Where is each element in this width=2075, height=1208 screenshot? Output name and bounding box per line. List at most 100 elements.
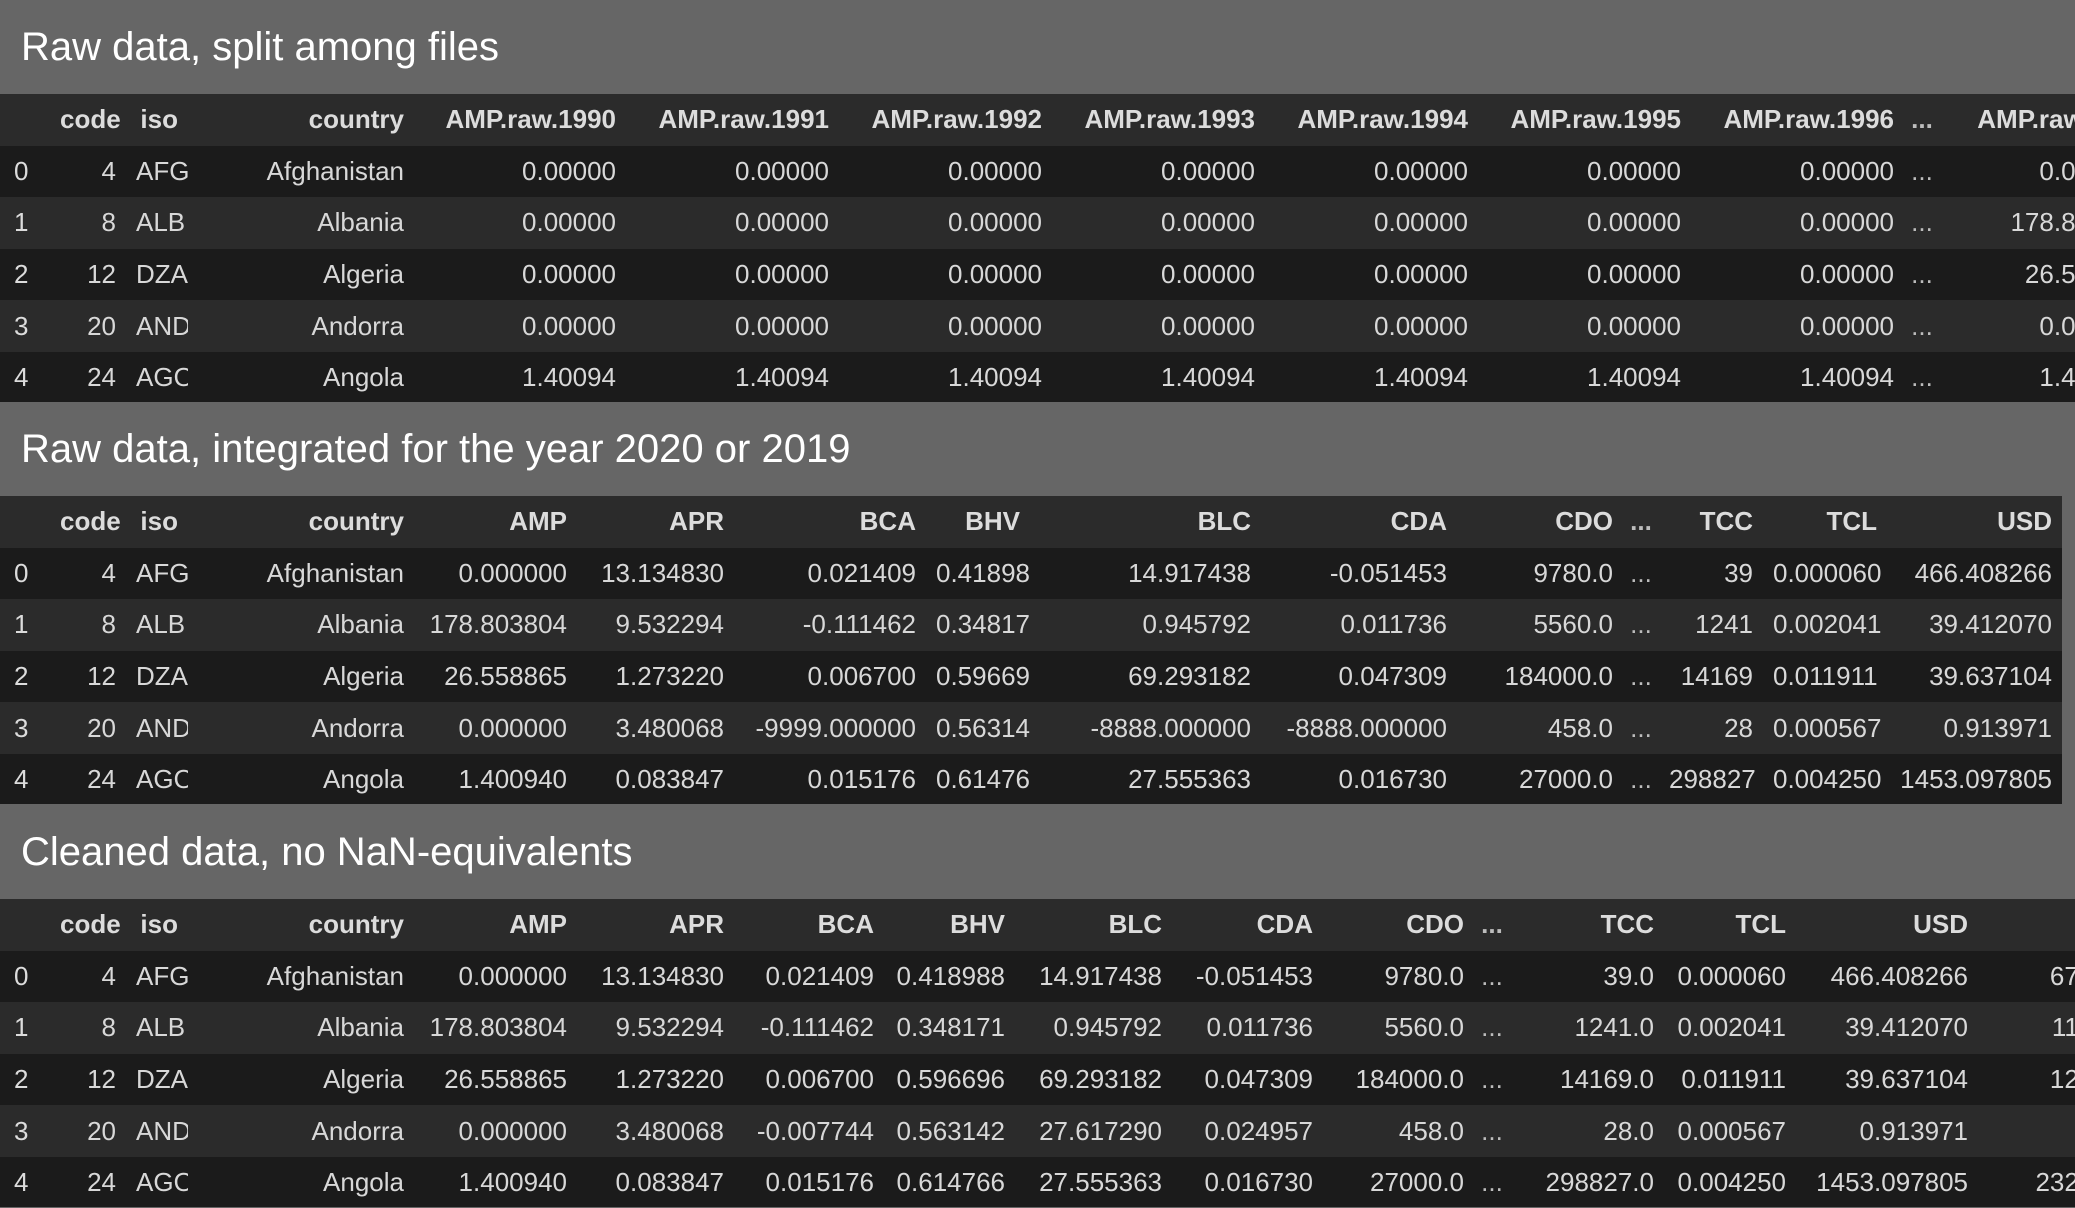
table-cell: 9.532294 — [577, 1002, 734, 1054]
table-cell: 674.4 — [1978, 950, 2075, 1003]
table-cell: ... — [1474, 1002, 1510, 1054]
table-cell: 184000.0 — [1323, 1053, 1474, 1106]
table-row: 3 20 AND Andorra 0.000000 3.480068 -0.007744 0.… — [0, 1105, 2075, 1157]
table-cell: 2329.1 — [1978, 1156, 2075, 1207]
table-cell: 20 — [50, 1105, 126, 1157]
table-cell: Andorra — [188, 702, 414, 754]
table-cell: Algeria — [188, 650, 414, 703]
table-cell: 0.006700 — [734, 1053, 884, 1106]
table-cell: 1.40094 — [626, 351, 839, 402]
table-cell: 0.614766 — [926, 753, 1030, 804]
table-cell: 116.0 — [1978, 1002, 2075, 1054]
column-header: iso — [126, 94, 188, 146]
table-cell: Afghanistan — [188, 145, 414, 198]
table-cell: 0.000000 — [414, 950, 577, 1003]
table-cell: 458.0 — [1323, 1105, 1474, 1157]
table-cell: 0.00000 — [1052, 248, 1265, 301]
section-title: Raw data, integrated for the year 2020 o… — [0, 402, 2075, 496]
table-cell: 26.558865 — [414, 1053, 577, 1106]
table-cell: 4 — [50, 950, 126, 1003]
table-cell: ... — [1904, 145, 1940, 198]
table-cell: ... — [1904, 197, 1940, 249]
row-index: 4 — [0, 351, 50, 402]
table-cell: 1.400940 — [414, 753, 577, 804]
table-cell: -0.111462 — [734, 1002, 884, 1054]
table-cell: 466.408266 — [1887, 547, 2062, 600]
table-cell: 28 — [1659, 702, 1763, 754]
table-cell: Angola — [188, 351, 414, 402]
row-index: 0 — [0, 950, 50, 1003]
table-cell: AGO — [126, 1156, 188, 1207]
table-cell: 0.00000 — [414, 197, 626, 249]
header-row: code iso country AMP APR BCA BHV BLC CDA CDO... TC… — [0, 496, 2062, 548]
table-cell: 0.015176 — [734, 1156, 884, 1207]
table-row: 1 8 ALB Albania 178.803804 9.532294 -0.111462 0… — [0, 1002, 2075, 1054]
table-cell: 178.80 — [1940, 197, 2075, 249]
header-row: code iso country AMP APR BCA BHV BLC CDA CDO... TC… — [0, 899, 2075, 951]
table-cell: 0.00000 — [414, 145, 626, 198]
table-cell: 0.000567 — [1763, 702, 1887, 754]
table-cell: 0.004250 — [1664, 1156, 1796, 1207]
table-cell: ... — [1474, 1105, 1510, 1157]
dataframe-table: code iso country AMP APR BCA BHV BLC CDA CDO... TC… — [0, 899, 2075, 1207]
table-cell: 0.596696 — [884, 1053, 1015, 1106]
table-cell: ... — [1623, 650, 1659, 703]
table-cell: 20 — [50, 702, 126, 754]
table-cell: DZA — [126, 248, 188, 301]
table-cell: 0.614766 — [884, 1156, 1015, 1207]
table-cell: 0.00000 — [1478, 300, 1691, 352]
index-header — [0, 94, 50, 146]
table-cell: 298827 — [1659, 753, 1763, 804]
column-header: APR — [577, 496, 734, 548]
table-cell: 0.348171 — [926, 599, 1030, 651]
table-cell: 0.021409 — [734, 950, 884, 1003]
table-cell: 27.617290 — [1015, 1105, 1172, 1157]
table-cell: 27.555363 — [1030, 753, 1261, 804]
table-cell: 1453.097805 — [1796, 1156, 1978, 1207]
table-cell: 5560.0 — [1323, 1002, 1474, 1054]
table-cell: 0.00000 — [839, 300, 1052, 352]
table-cell: 466.408266 — [1796, 950, 1978, 1003]
table-cell: 0.000567 — [1664, 1105, 1796, 1157]
table-cell: 13.134830 — [577, 950, 734, 1003]
table-row: 0 4 AFG Afghanistan 0.000000 13.134830 0.02140… — [0, 950, 2075, 1003]
dataframe-scroll-area[interactable]: code iso country AMP.raw.1990 AMP.raw.1991 AM… — [0, 94, 2075, 402]
dataframe-scroll-area[interactable]: code iso country AMP APR BCA BHV BLC CDA CDO... TC… — [0, 899, 2075, 1207]
table-cell: 1.40094 — [1691, 351, 1904, 402]
table-cell: 178.803804 — [414, 599, 577, 651]
table-cell: 0.021409 — [734, 547, 926, 600]
table-cell: 4 — [50, 547, 126, 600]
table-row: 3 20 AND Andorra 0.00000 0.00000 0.00000 0.0000… — [0, 300, 2075, 352]
table-cell: 0.563142 — [884, 1105, 1015, 1157]
column-header: USD — [1796, 899, 1978, 951]
table-cell: 1.273220 — [577, 650, 734, 703]
table-cell: Afghanistan — [188, 950, 414, 1003]
column-header: TCL — [1664, 899, 1796, 951]
table-cell: 0.00000 — [626, 197, 839, 249]
table-row: 1 8 ALB Albania 0.00000 0.00000 0.00000 0.00000… — [0, 197, 2075, 249]
dataframe-table: code iso country AMP APR BCA BHV BLC CDA CDO... TC… — [0, 496, 2062, 804]
table-cell: 27000.0 — [1457, 753, 1623, 804]
column-header: country — [188, 94, 414, 146]
table-cell: 1.273220 — [577, 1053, 734, 1106]
dataframe-scroll-area[interactable]: code iso country AMP APR BCA BHV BLC CDA CDO... TC… — [0, 496, 2075, 804]
table-cell: 0.011911 — [1664, 1053, 1796, 1106]
column-header: AMP.raw.1992 — [839, 94, 1052, 146]
table-cell: 0.024957 — [1172, 1105, 1323, 1157]
row-index: 3 — [0, 300, 50, 352]
table-cell: ... — [1623, 702, 1659, 754]
table-cell: 14.917438 — [1030, 547, 1261, 600]
table-cell: 8 — [50, 599, 126, 651]
column-header: ... — [1623, 496, 1659, 548]
table-cell: 0.00000 — [1478, 248, 1691, 301]
table-row: 3 20 AND Andorra 0.000000 3.480068 -9999.00000… — [0, 702, 2062, 754]
table-cell: Afghanistan — [188, 547, 414, 600]
column-header: BCA — [734, 899, 884, 951]
table-row: 0 4 AFG Afghanistan 0.00000 0.00000 0.00000 0.0… — [0, 145, 2075, 198]
table-cell: 0.00000 — [626, 145, 839, 198]
dataframe-section-cleaned: Cleaned data, no NaN-equivalents code iso… — [0, 805, 2075, 1208]
table-cell: -0.007744 — [734, 1105, 884, 1157]
table-cell: 13.134830 — [577, 547, 734, 600]
table-cell: ... — [1623, 547, 1659, 600]
table-cell: 4 — [50, 145, 126, 198]
